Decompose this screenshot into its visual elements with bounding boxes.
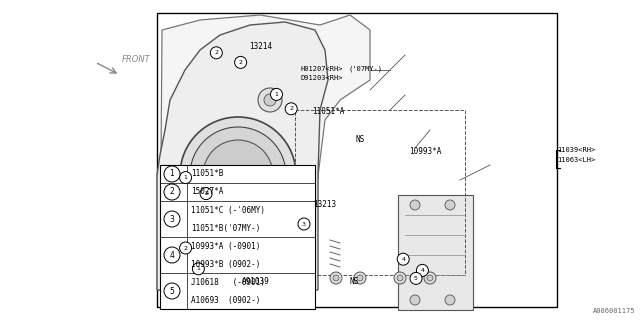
Circle shape [410,272,422,284]
Circle shape [410,295,420,305]
Text: 5: 5 [170,286,175,295]
Circle shape [193,263,204,275]
Text: 4: 4 [170,251,175,260]
Text: 10993*B (0902-): 10993*B (0902-) [191,260,260,268]
Text: 11051*C (-'06MY): 11051*C (-'06MY) [191,205,265,214]
Circle shape [394,272,406,284]
Text: 3: 3 [170,214,175,223]
Circle shape [424,272,436,284]
Circle shape [164,247,180,263]
Text: 4: 4 [401,257,405,262]
Polygon shape [157,22,328,290]
Circle shape [180,242,191,254]
Text: 11051*A: 11051*A [312,108,345,116]
Text: 11039<RH>: 11039<RH> [557,148,595,153]
Circle shape [397,275,403,281]
Circle shape [333,275,339,281]
Text: NS: NS [349,277,358,286]
Text: 1: 1 [184,175,188,180]
Text: 2: 2 [239,60,243,65]
Text: H01207<RH>: H01207<RH> [301,66,343,72]
Text: 2: 2 [170,188,174,196]
Text: ('07MY-): ('07MY-) [349,66,383,72]
Circle shape [211,47,222,59]
Circle shape [164,184,180,200]
Circle shape [271,88,282,100]
Circle shape [330,272,342,284]
Text: 1: 1 [196,266,200,271]
Circle shape [164,283,180,299]
Text: 10993*A: 10993*A [410,148,442,156]
Circle shape [200,188,212,200]
Text: 2: 2 [184,245,188,251]
Circle shape [203,140,273,210]
Circle shape [190,127,286,223]
Text: 4: 4 [420,268,424,273]
Text: 11051*B('07MY-): 11051*B('07MY-) [191,223,260,233]
Text: 5: 5 [414,276,418,281]
Text: 10993*A (-0901): 10993*A (-0901) [191,242,260,251]
Text: 11063<LH>: 11063<LH> [557,157,595,163]
Circle shape [397,253,409,265]
Text: 11051*B: 11051*B [191,170,223,179]
Text: A10693  (0902-): A10693 (0902-) [191,295,260,305]
Circle shape [180,172,191,184]
Circle shape [285,103,297,115]
Circle shape [417,264,428,276]
Circle shape [164,166,180,182]
Text: FRONT: FRONT [122,55,151,65]
Text: 2: 2 [204,191,208,196]
Circle shape [445,200,455,210]
Text: A006001175: A006001175 [593,308,635,314]
Text: 2: 2 [289,106,293,111]
Bar [295,110,465,275]
Circle shape [264,94,276,106]
Circle shape [164,211,180,227]
Polygon shape [160,15,370,290]
Text: D91203<RH>: D91203<RH> [301,76,343,81]
Circle shape [258,88,282,112]
Circle shape [180,117,296,233]
Bar [157,13,557,307]
Text: J10618   (-0901): J10618 (-0901) [191,277,265,286]
Circle shape [357,275,363,281]
Text: A91039: A91039 [242,277,269,286]
Text: 13213: 13213 [314,200,337,209]
Bar [398,195,473,310]
Circle shape [235,56,246,68]
Circle shape [445,295,455,305]
Circle shape [410,200,420,210]
Bar [160,165,315,309]
Text: 13214: 13214 [250,42,273,51]
Text: NS: NS [355,135,364,144]
Circle shape [427,275,433,281]
Text: 15027*A: 15027*A [191,188,223,196]
Circle shape [298,218,310,230]
Circle shape [354,272,366,284]
Text: 3: 3 [302,221,306,227]
Text: 2: 2 [214,50,218,55]
Text: 1: 1 [275,92,278,97]
Text: 1: 1 [170,170,174,179]
